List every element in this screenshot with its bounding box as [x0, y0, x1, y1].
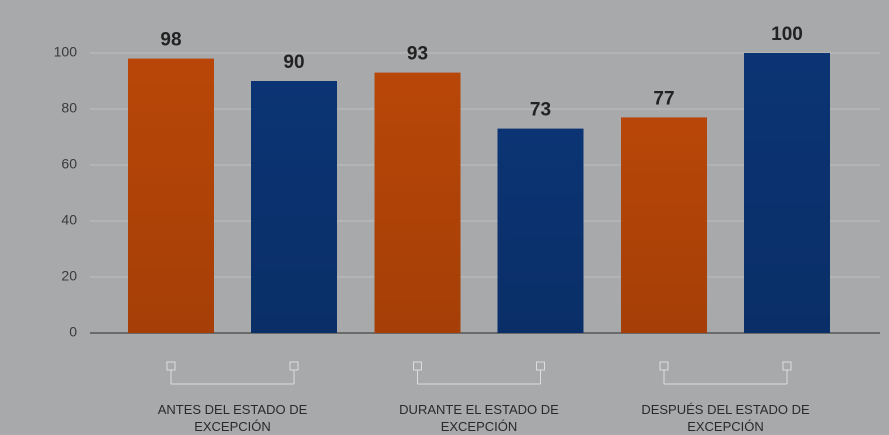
bar-shade [128, 58, 214, 333]
bracket-node [659, 361, 669, 371]
value-label: 98 [160, 30, 181, 51]
bar-shade [621, 117, 707, 334]
bar-shade [744, 53, 830, 333]
y-tick-label: 100 [54, 44, 78, 60]
value-label: 90 [283, 52, 304, 73]
bar-shade [497, 128, 584, 333]
bracket-node [289, 361, 299, 371]
y-tick-label: 80 [61, 100, 77, 116]
y-tick-label: 60 [61, 156, 77, 172]
bracket-node [413, 361, 422, 371]
y-tick-label: 40 [61, 212, 77, 228]
bar-shade [251, 81, 337, 333]
y-tick-label: 20 [61, 268, 77, 284]
bracket-node [782, 361, 792, 371]
category-label: DESPUÉS DEL ESTADO DE EXCEPCIÓN [641, 402, 810, 434]
bracket-node [166, 361, 176, 371]
category-label: DURANTE EL ESTADO DE EXCEPCIÓN [399, 402, 559, 434]
bar-shade [374, 72, 461, 333]
value-label: 93 [407, 44, 428, 65]
value-label: 73 [530, 100, 551, 121]
category-label: ANTES DEL ESTADO DE EXCEPCIÓN [157, 402, 308, 434]
bracket-node [536, 361, 545, 371]
y-tick-label: 0 [69, 324, 77, 340]
value-label: 77 [653, 88, 674, 109]
value-label: 100 [771, 24, 803, 45]
